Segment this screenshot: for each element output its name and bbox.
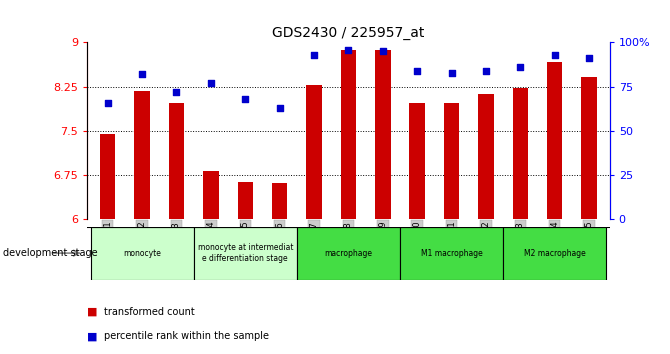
Bar xyxy=(409,103,425,219)
Bar xyxy=(194,227,297,280)
Point xyxy=(412,68,423,74)
Point xyxy=(206,80,216,86)
Point xyxy=(103,100,113,105)
Bar xyxy=(272,183,287,219)
Point xyxy=(584,56,594,61)
Bar xyxy=(100,134,115,219)
Bar xyxy=(238,182,253,219)
Point xyxy=(309,52,320,58)
Point xyxy=(446,70,457,75)
Bar xyxy=(582,77,597,219)
Point xyxy=(549,52,560,58)
Point xyxy=(274,105,285,111)
Bar xyxy=(340,50,356,219)
Point xyxy=(240,96,251,102)
Bar xyxy=(375,50,391,219)
Point xyxy=(515,64,526,70)
Point xyxy=(343,47,354,52)
Bar xyxy=(203,171,218,219)
Bar xyxy=(444,103,459,219)
Bar xyxy=(503,227,606,280)
Text: M2 macrophage: M2 macrophage xyxy=(524,249,586,258)
Title: GDS2430 / 225957_at: GDS2430 / 225957_at xyxy=(272,26,425,40)
Text: monocyte: monocyte xyxy=(123,249,161,258)
Bar xyxy=(513,88,528,219)
Bar xyxy=(478,95,494,219)
Text: monocyte at intermediat
e differentiation stage: monocyte at intermediat e differentiatio… xyxy=(198,244,293,263)
Bar xyxy=(306,85,322,219)
Text: transformed count: transformed count xyxy=(104,307,194,316)
Bar xyxy=(135,91,150,219)
Bar xyxy=(169,103,184,219)
Text: M1 macrophage: M1 macrophage xyxy=(421,249,482,258)
Text: macrophage: macrophage xyxy=(324,249,373,258)
Point xyxy=(377,48,388,54)
Text: ■: ■ xyxy=(87,331,98,341)
Bar xyxy=(547,62,562,219)
Point xyxy=(171,89,182,95)
Bar xyxy=(90,227,194,280)
Text: ■: ■ xyxy=(87,307,98,316)
Text: development stage: development stage xyxy=(3,248,98,258)
Bar xyxy=(400,227,503,280)
Point xyxy=(137,72,147,77)
Point xyxy=(480,68,491,74)
Bar xyxy=(297,227,400,280)
Text: percentile rank within the sample: percentile rank within the sample xyxy=(104,331,269,341)
